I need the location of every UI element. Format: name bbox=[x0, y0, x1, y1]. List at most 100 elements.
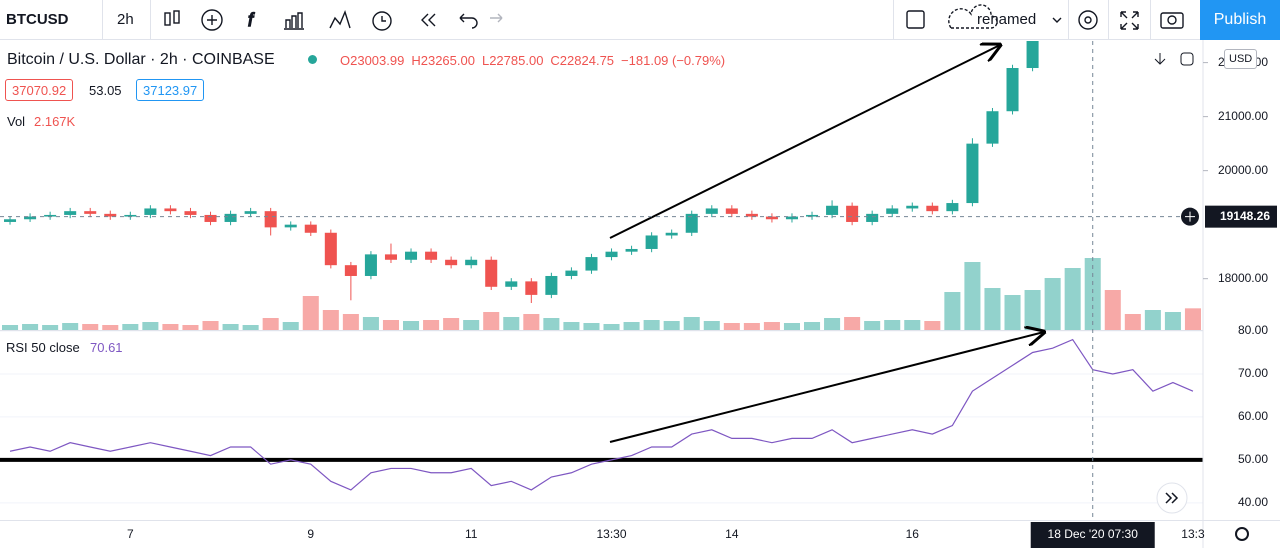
ohlc-value: O23003.99 bbox=[340, 53, 405, 68]
x-tick-label: 14 bbox=[725, 527, 739, 541]
candle-body bbox=[124, 214, 137, 217]
candle-body bbox=[224, 213, 237, 222]
volume-bar bbox=[503, 317, 520, 330]
candle-body bbox=[304, 224, 317, 233]
candle-body bbox=[485, 259, 498, 287]
candle-body bbox=[765, 216, 778, 220]
candle-body bbox=[425, 251, 438, 260]
cloud-icon[interactable] bbox=[948, 4, 998, 29]
replay-icon[interactable] bbox=[421, 13, 436, 27]
volume-bar bbox=[1144, 310, 1161, 330]
candles-icon[interactable] bbox=[173, 10, 180, 24]
volume-bar bbox=[22, 324, 39, 330]
expand-icon[interactable] bbox=[1120, 11, 1139, 30]
volume-bar bbox=[1064, 268, 1081, 330]
volume-bar bbox=[623, 322, 640, 330]
volume-bar bbox=[282, 322, 299, 330]
candles-icon[interactable] bbox=[164, 12, 171, 26]
dropdown-icon[interactable] bbox=[1052, 17, 1062, 23]
volume-bar bbox=[423, 320, 440, 330]
volume-bar bbox=[783, 323, 800, 330]
candle-body bbox=[1006, 68, 1019, 112]
ohlc-value: C22824.75 bbox=[550, 53, 615, 68]
volume-bar bbox=[884, 320, 901, 330]
rsi-value: 70.61 bbox=[90, 340, 123, 355]
volume-bar bbox=[703, 321, 720, 330]
candle-body bbox=[204, 214, 217, 222]
settings-icon[interactable] bbox=[1235, 527, 1249, 541]
volume-bar bbox=[543, 318, 560, 330]
market-status bbox=[308, 55, 317, 64]
candle-body bbox=[244, 211, 257, 214]
x-tick-label: 7 bbox=[127, 527, 134, 541]
volume-bar bbox=[864, 321, 881, 330]
candle-body bbox=[986, 111, 999, 144]
volume-bar bbox=[743, 323, 760, 330]
volume-bar bbox=[403, 321, 420, 330]
candle-body bbox=[465, 259, 478, 266]
volume-bar bbox=[322, 310, 339, 330]
volume-bar bbox=[443, 318, 460, 330]
undo-icon[interactable] bbox=[459, 13, 478, 29]
volume-bar bbox=[1004, 295, 1021, 330]
x-tick-label: 13:3 bbox=[1181, 527, 1205, 541]
volume-bar bbox=[1164, 312, 1181, 330]
volume-bar bbox=[643, 320, 660, 330]
crosshair-price-label: 19148.26 bbox=[1220, 209, 1270, 223]
candle-body bbox=[324, 232, 337, 266]
fx-icon[interactable]: f bbox=[247, 9, 255, 30]
bid-price[interactable]: 37070.92 bbox=[5, 79, 74, 101]
candle-body bbox=[866, 213, 879, 222]
y-tick-label: 80.00 bbox=[1238, 323, 1268, 337]
rsi-pane bbox=[0, 331, 1203, 504]
ohlc-legend: O23003.99 H23265.00 L22785.00 C22824.75 −181… bbox=[340, 53, 732, 68]
snapshot-icon[interactable] bbox=[1160, 12, 1184, 29]
volume-bar bbox=[162, 324, 179, 330]
candle-body bbox=[705, 208, 718, 214]
interval[interactable]: 2h bbox=[117, 11, 134, 28]
candle-body bbox=[405, 251, 418, 260]
symbol[interactable]: BTCUSD bbox=[6, 11, 69, 28]
candle-body bbox=[806, 214, 819, 217]
volume-bar bbox=[1184, 308, 1201, 330]
crosshair-x-label-bg bbox=[1030, 522, 1155, 548]
scroll-down-button[interactable] bbox=[1154, 53, 1166, 65]
ohlc-value: H23265.00 bbox=[411, 53, 475, 68]
volume-bar bbox=[1084, 258, 1101, 330]
volume-bar bbox=[302, 296, 319, 330]
indicators-icon[interactable] bbox=[201, 9, 223, 31]
alert-icon[interactable] bbox=[372, 11, 392, 31]
volume-bar bbox=[1104, 290, 1121, 330]
compare-icon[interactable] bbox=[284, 12, 304, 30]
reset-button[interactable] bbox=[1180, 52, 1194, 66]
redo-icon[interactable] bbox=[490, 13, 503, 23]
candle-body bbox=[264, 211, 277, 228]
candle-body bbox=[24, 216, 37, 220]
candle-body bbox=[104, 213, 117, 217]
currency[interactable]: USD bbox=[1224, 49, 1258, 69]
candle-body bbox=[505, 281, 518, 287]
volume-bar bbox=[102, 325, 119, 330]
volume-bar bbox=[42, 325, 59, 330]
candle-body bbox=[725, 208, 738, 214]
volume-bar bbox=[723, 323, 740, 330]
ask-price[interactable]: 37123.97 bbox=[136, 79, 205, 101]
volume-bar bbox=[804, 322, 821, 330]
templates-icon[interactable] bbox=[329, 9, 351, 29]
fullscreen-box-icon[interactable] bbox=[906, 10, 925, 29]
volume-bar bbox=[1024, 290, 1041, 330]
volume-bar bbox=[663, 321, 680, 330]
separator bbox=[1108, 0, 1109, 40]
separator bbox=[893, 0, 894, 40]
layout-name[interactable]: renamed bbox=[977, 11, 1037, 28]
separator bbox=[1150, 0, 1151, 40]
settings-icon[interactable] bbox=[1078, 10, 1098, 30]
candle-body bbox=[144, 208, 157, 215]
publish-button[interactable]: Publish bbox=[1200, 0, 1280, 40]
volume-value: 2.167K bbox=[34, 114, 76, 129]
volume-bar bbox=[182, 325, 199, 330]
candle-body bbox=[585, 257, 598, 271]
volume-bar bbox=[262, 318, 279, 330]
